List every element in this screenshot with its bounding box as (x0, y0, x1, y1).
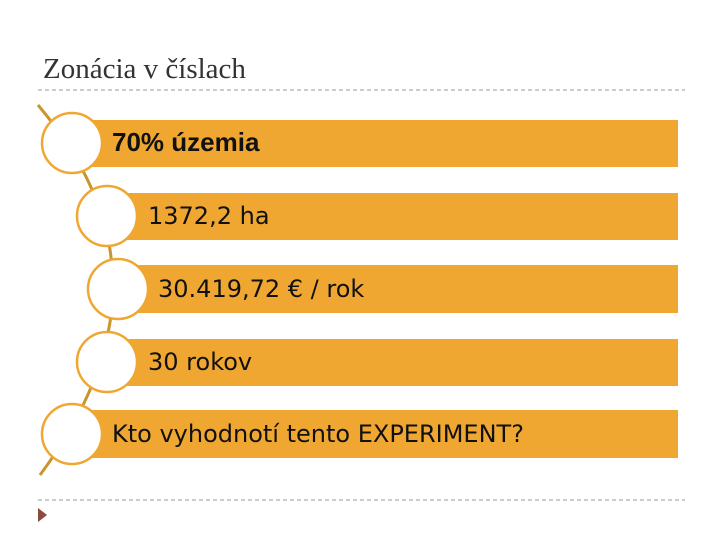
item-circle (75, 330, 139, 394)
item-text: 30 rokov (148, 348, 252, 376)
item-text: 1372,2 ha (148, 202, 270, 230)
item-bar (72, 410, 678, 458)
item-circle (86, 257, 150, 321)
item-bar (72, 120, 678, 167)
item-text: 70% územia (112, 127, 260, 157)
item-circle (75, 184, 139, 248)
item-text: 30.419,72 € / rok (158, 275, 364, 303)
item-bar (107, 339, 678, 386)
item-bar (107, 193, 678, 240)
bullet-marker (38, 508, 47, 522)
item-circle (40, 111, 104, 175)
item-circle (40, 402, 104, 466)
slide-title: Zonácia v číslach (43, 53, 246, 85)
item-text: Kto vyhodnotí tento EXPERIMENT? (112, 420, 524, 448)
item-bar (118, 265, 678, 313)
